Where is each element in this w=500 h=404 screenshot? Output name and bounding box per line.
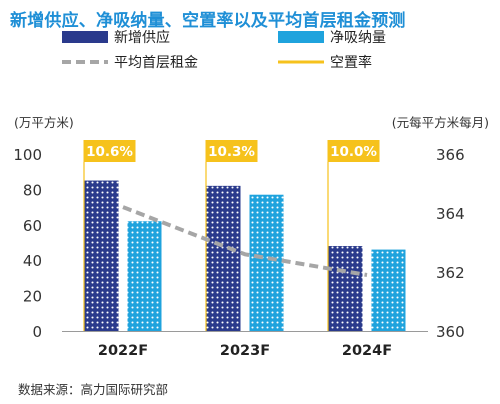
legend-1-label: 新增供应	[114, 29, 170, 46]
x-tick-2024F: 2024F	[342, 343, 392, 359]
vacancy-label-2024F: 10.0%	[330, 144, 377, 160]
right-tick-1: 362	[436, 264, 465, 282]
left-tick-5: 100	[13, 146, 42, 164]
right-tick-3: 366	[436, 146, 465, 164]
bar-net-absorption-2023F	[249, 194, 284, 331]
x-tick-2023F: 2023F	[220, 343, 270, 359]
vacancy-label-box-2022F	[83, 140, 136, 162]
legend-2-swatch	[278, 31, 324, 43]
legend-2-label: 净吸纳量	[330, 30, 386, 46]
bar-new-supply-2022F	[84, 180, 119, 331]
vacancy-label-2023F: 10.3%	[208, 144, 255, 160]
bar-net-absorption-2022F	[127, 221, 162, 331]
vacancy-label-2022F: 10.6%	[86, 144, 133, 160]
left-axis-unit: (万平方米)	[14, 115, 74, 130]
rent-line	[122, 205, 368, 277]
left-tick-0: 0	[32, 323, 42, 341]
bar-new-supply-2023F	[206, 185, 241, 331]
left-tick-3: 60	[23, 217, 42, 235]
right-tick-0: 360	[436, 323, 465, 341]
left-tick-2: 40	[23, 252, 42, 270]
left-tick-4: 80	[23, 181, 42, 199]
source-note: 数据来源：高力国际研究部	[18, 382, 169, 397]
bar-new-supply-2024F	[328, 246, 363, 331]
right-axis-unit: (元每平方米每月)	[392, 115, 489, 130]
left-tick-1: 20	[23, 288, 42, 306]
vacancy-label-box-2024F	[327, 140, 380, 162]
legend-4-label: 空置率	[330, 54, 372, 71]
chart-title: 新增供应、净吸纳量、空置率以及平均首层租金预测	[10, 11, 406, 31]
legend-1-swatch	[62, 31, 108, 43]
legend-3-label: 平均首层租金	[114, 55, 198, 71]
x-tick-2022F: 2022F	[98, 343, 148, 359]
vacancy-label-box-2023F	[205, 140, 258, 162]
bar-net-absorption-2024F	[371, 249, 406, 331]
right-tick-2: 364	[436, 205, 465, 223]
